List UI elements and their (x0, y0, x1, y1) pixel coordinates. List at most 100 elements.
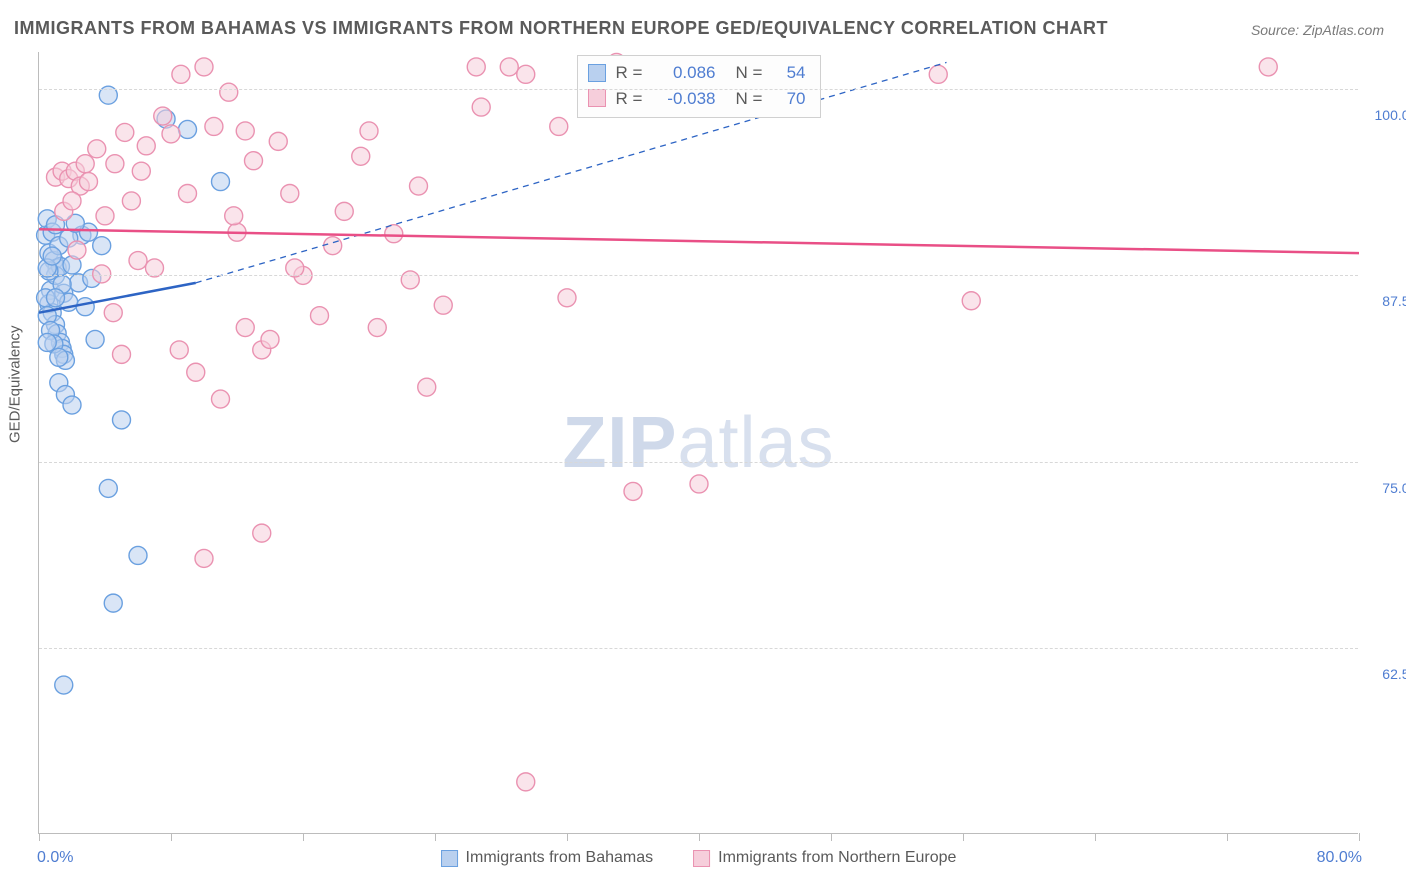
scatter-point (245, 152, 263, 170)
scatter-point (106, 155, 124, 173)
r-value: 0.086 (656, 60, 716, 86)
scatter-point (76, 298, 94, 316)
scatter-point (122, 192, 140, 210)
stats-row: R =0.086N =54 (588, 60, 806, 86)
scatter-point (368, 319, 386, 337)
scatter-point (225, 207, 243, 225)
scatter-point (269, 132, 287, 150)
x-tick (1227, 833, 1228, 841)
scatter-point (360, 122, 378, 140)
x-tick (39, 833, 40, 841)
scatter-point (99, 479, 117, 497)
x-max-label: 80.0% (1317, 849, 1362, 867)
scatter-point (236, 319, 254, 337)
legend-swatch (588, 64, 606, 82)
scatter-point (132, 162, 150, 180)
source-label: Source: ZipAtlas.com (1251, 22, 1384, 38)
scatter-point (96, 207, 114, 225)
gridline-h (39, 89, 1358, 90)
scatter-point (335, 202, 353, 220)
scatter-point (195, 549, 213, 567)
gridline-h (39, 275, 1358, 276)
scatter-point (236, 122, 254, 140)
scatter-point (1259, 58, 1277, 76)
scatter-point (550, 117, 568, 135)
scatter-point (129, 546, 147, 564)
scatter-point (690, 475, 708, 493)
scatter-point (129, 252, 147, 270)
y-tick-label: 75.0% (1382, 480, 1406, 496)
chart-svg (39, 52, 1358, 833)
scatter-point (154, 107, 172, 125)
scatter-point (418, 378, 436, 396)
scatter-point (38, 333, 56, 351)
scatter-point (467, 58, 485, 76)
scatter-point (80, 173, 98, 191)
scatter-point (93, 237, 111, 255)
legend-swatch (441, 850, 458, 867)
x-tick (1359, 833, 1360, 841)
scatter-point (162, 125, 180, 143)
y-tick-label: 100.0% (1375, 107, 1406, 123)
scatter-point (212, 173, 230, 191)
scatter-point (68, 241, 86, 259)
scatter-point (195, 58, 213, 76)
scatter-point (212, 390, 230, 408)
x-tick (699, 833, 700, 841)
scatter-point (50, 348, 68, 366)
scatter-point (324, 237, 342, 255)
scatter-point (116, 123, 134, 141)
scatter-point (517, 773, 535, 791)
scatter-point (76, 155, 94, 173)
scatter-point (558, 289, 576, 307)
x-tick (831, 833, 832, 841)
scatter-point (500, 58, 518, 76)
scatter-point (47, 289, 65, 307)
x-tick (435, 833, 436, 841)
x-tick (171, 833, 172, 841)
scatter-point (281, 185, 299, 203)
scatter-point (434, 296, 452, 314)
stats-legend: R =0.086N =54R =-0.038N =70 (577, 55, 821, 118)
scatter-point (113, 345, 131, 363)
scatter-point (352, 147, 370, 165)
scatter-point (104, 594, 122, 612)
x-min-label: 0.0% (37, 849, 73, 867)
scatter-point (261, 330, 279, 348)
scatter-point (104, 304, 122, 322)
scatter-point (253, 524, 271, 542)
scatter-point (962, 292, 980, 310)
scatter-point (179, 185, 197, 203)
legend-item: Immigrants from Northern Europe (693, 849, 956, 867)
gridline-h (39, 648, 1358, 649)
bottom-legend: Immigrants from Bahamas Immigrants from N… (441, 849, 957, 867)
scatter-point (63, 192, 81, 210)
scatter-point (517, 65, 535, 83)
scatter-point (170, 341, 188, 359)
scatter-point (410, 177, 428, 195)
scatter-point (172, 65, 190, 83)
chart-title: IMMIGRANTS FROM BAHAMAS VS IMMIGRANTS FR… (14, 18, 1108, 39)
scatter-point (205, 117, 223, 135)
x-tick (1095, 833, 1096, 841)
scatter-point (187, 363, 205, 381)
n-value: 54 (776, 60, 806, 86)
y-tick-label: 62.5% (1382, 666, 1406, 682)
scatter-point (43, 247, 61, 265)
scatter-point (113, 411, 131, 429)
x-tick (963, 833, 964, 841)
scatter-point (220, 83, 238, 101)
trend-line-extrapolated (196, 62, 947, 282)
scatter-point (624, 482, 642, 500)
legend-item: Immigrants from Bahamas (441, 849, 654, 867)
scatter-point (146, 259, 164, 277)
legend-swatch (588, 89, 606, 107)
scatter-point (88, 140, 106, 158)
scatter-point (472, 98, 490, 116)
legend-label: Immigrants from Northern Europe (718, 849, 956, 867)
scatter-point (929, 65, 947, 83)
scatter-point (63, 396, 81, 414)
x-tick (567, 833, 568, 841)
legend-label: Immigrants from Bahamas (466, 849, 654, 867)
scatter-point (137, 137, 155, 155)
